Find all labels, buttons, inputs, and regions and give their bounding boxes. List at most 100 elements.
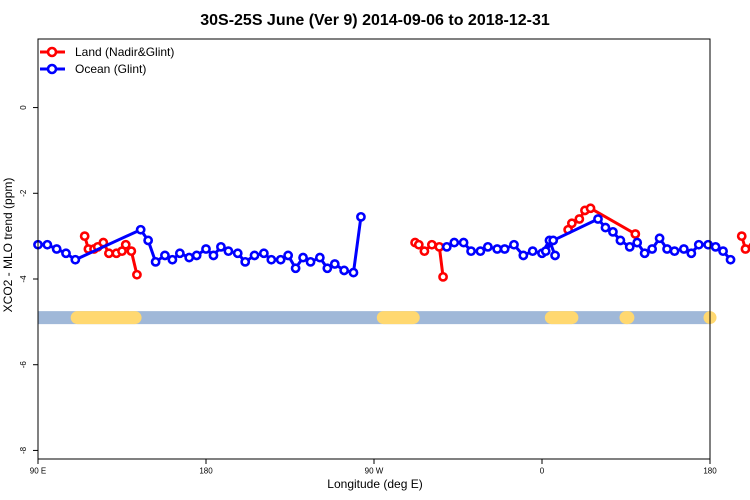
series-1-point-0-21 (266, 254, 277, 265)
series-1-point-2-9 (647, 244, 658, 254)
series-0-point-2-5 (630, 229, 641, 239)
series-1-point-1-7 (499, 244, 510, 254)
series-1-point-2-0 (540, 246, 551, 257)
series-1-point-2-7 (632, 237, 643, 248)
series-1-point-0-9 (167, 254, 178, 265)
series-1-point-1-9 (518, 250, 529, 261)
series-layer (33, 203, 750, 282)
series-1-point-1-6 (492, 244, 503, 254)
series-0-point-0-9 (126, 246, 137, 257)
series-1-point-0-14 (208, 250, 219, 261)
series-0-point-1-1 (413, 239, 424, 250)
series-1-point-2-2 (593, 214, 603, 224)
series-1-point-0-6 (143, 235, 154, 246)
series-1-point-0-32 (356, 211, 366, 222)
series-1-point-1-8 (509, 239, 519, 250)
series-1-point-1-1 (449, 237, 460, 248)
series-0-point-2-4 (585, 203, 596, 214)
series-0-point-2-2 (574, 214, 585, 224)
series-1-point-0-17 (232, 248, 243, 259)
series-1-point-0-10 (174, 248, 185, 259)
series-0 (79, 203, 750, 282)
series-1-point-2-5 (615, 235, 626, 246)
series-1-point-1-13 (550, 250, 560, 261)
series-1-point-0-22 (275, 254, 286, 265)
series-1-point-0-12 (191, 250, 202, 261)
series-1-point-0-30 (339, 265, 350, 276)
series-1-point-0-24 (290, 263, 301, 274)
series-0-line-3 (740, 235, 750, 251)
series-1-point-0-20 (258, 248, 269, 259)
x-tick-label-1: 180 (199, 467, 213, 476)
series-1-point-2-1 (548, 235, 559, 246)
series-0-point-1-4 (434, 241, 445, 252)
legend-land-label: Land (Nadir&Glint) (75, 45, 174, 59)
series-1-point-2-13 (678, 244, 689, 254)
series-1-point-2-11 (662, 244, 672, 254)
series-1-point-2-19 (725, 254, 736, 265)
series-0-point-3-1 (740, 244, 750, 254)
series-1-point-2-3 (600, 222, 611, 233)
series-1-point-0-1 (42, 239, 53, 250)
y-tick-label-3: -6 (19, 361, 28, 369)
series-0-point-0-8 (120, 239, 131, 250)
series-0-point-0-10 (132, 269, 142, 280)
y-tick-label-0: 0 (19, 105, 28, 110)
y-axis-label: XCO2 - MLO trend (ppm) (1, 178, 15, 313)
series-1 (33, 211, 736, 278)
series-1-point-0-8 (160, 250, 170, 261)
y-tick-label-4: -8 (19, 446, 28, 454)
series-1-point-0-3 (61, 248, 71, 259)
series-1-point-1-5 (482, 241, 493, 252)
series-1-point-0-13 (201, 244, 211, 254)
series-0-point-0-0 (79, 231, 90, 242)
legend-ocean-label: Ocean (Glint) (75, 62, 146, 76)
series-1-point-0-18 (240, 256, 251, 267)
series-1-point-1-3 (466, 246, 476, 257)
series-1-point-0-27 (314, 252, 325, 263)
series-0-point-1-5 (438, 271, 448, 282)
series-0-point-2-1 (566, 218, 577, 229)
series-1-point-0-29 (329, 259, 340, 269)
legend: Land (Nadir&Glint) Ocean (Glint) (40, 45, 174, 76)
series-1-point-0-4 (70, 254, 81, 265)
series-0-point-3-0 (736, 231, 747, 242)
series-1-point-0-7 (150, 256, 161, 267)
series-1-point-0-26 (305, 256, 316, 267)
series-1-point-0-19 (249, 250, 260, 261)
legend-ocean-marker (46, 63, 58, 75)
y-tick-label-2: -4 (19, 275, 28, 283)
series-1-point-1-2 (458, 237, 469, 248)
series-1-point-0-25 (298, 252, 308, 263)
series-1-point-0-31 (348, 267, 359, 278)
series-0-point-1-3 (426, 239, 437, 250)
series-1-point-0-28 (322, 263, 333, 274)
series-1-point-2-6 (624, 241, 635, 252)
series-0-point-1-2 (419, 246, 430, 257)
series-1-point-0-23 (283, 250, 294, 261)
x-tick-label-4: 180 (703, 467, 717, 476)
chart-title: 30S-25S June (Ver 9) 2014-09-06 to 2018-… (200, 12, 550, 29)
series-1-point-2-18 (718, 246, 728, 257)
series-1-point-2-4 (608, 226, 618, 237)
y-tick-label-1: -2 (19, 189, 28, 197)
series-1-point-2-12 (669, 246, 680, 257)
x-tick-label-2: 90 W (365, 467, 384, 476)
series-1-point-0-15 (216, 241, 226, 252)
series-1-point-2-15 (693, 239, 704, 250)
series-1-point-2-10 (654, 233, 665, 244)
series-1-point-2-8 (639, 248, 650, 259)
x-tick-label-3: 0 (540, 467, 545, 476)
series-1-point-2-16 (703, 239, 714, 250)
plot-frame (37, 38, 711, 460)
x-tick-label-0: 90 E (30, 467, 46, 476)
series-1-point-0-5 (135, 224, 146, 235)
axis-layer: 90 E 180 90 W 0 180 0 -2 -4 -6 -8 (19, 105, 717, 476)
series-1-point-0-11 (184, 252, 195, 263)
series-1-point-1-4 (475, 246, 486, 257)
series-1-point-1-0 (441, 241, 452, 252)
series-1-point-2-14 (686, 248, 697, 259)
series-1-point-0-2 (51, 244, 62, 254)
series-0-point-0-5 (104, 248, 114, 259)
